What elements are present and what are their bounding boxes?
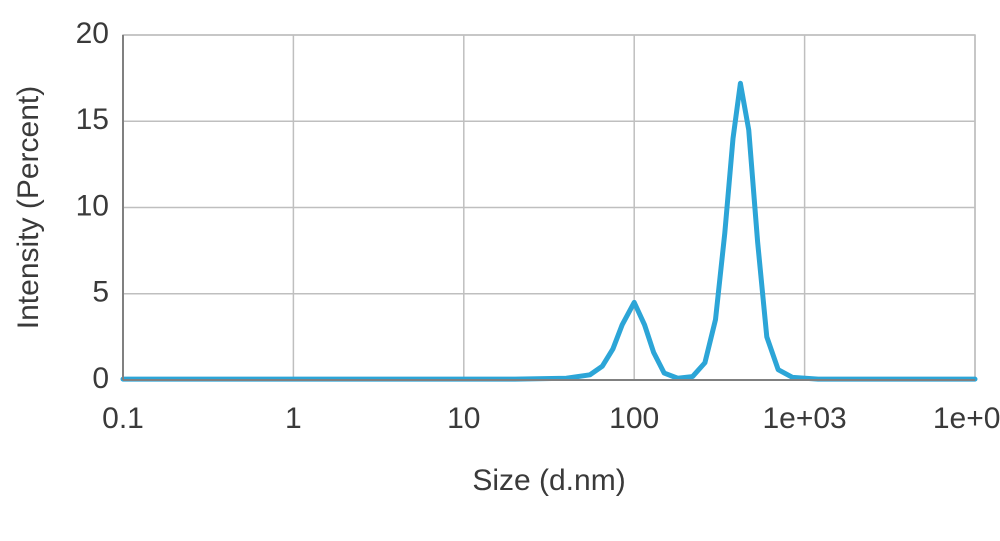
x-tick-label: 1 — [285, 402, 302, 435]
y-tick-label: 0 — [92, 362, 109, 395]
x-tick-label: 0.1 — [102, 402, 144, 435]
y-tick-label: 5 — [92, 276, 109, 309]
y-tick-label: 10 — [76, 189, 109, 222]
x-axis-label: Size (d.nm) — [472, 464, 625, 497]
x-tick-label: 1e+03 — [762, 402, 846, 435]
chart-svg: 0 5 10 15 20 0.1 1 10 100 1e+03 1e+04 Intensity (Pe… — [0, 0, 1000, 541]
y-tick-label: 15 — [76, 103, 109, 136]
dls-size-distribution-chart: 0 5 10 15 20 0.1 1 10 100 1e+03 1e+04 Intensity (Pe… — [0, 0, 1000, 541]
x-tick-label: 1e+04 — [933, 402, 1000, 435]
y-tick-label: 20 — [76, 17, 109, 50]
x-tick-label: 10 — [447, 402, 480, 435]
x-tick-label: 100 — [609, 402, 659, 435]
y-axis-label: Intensity (Percent) — [12, 86, 45, 329]
